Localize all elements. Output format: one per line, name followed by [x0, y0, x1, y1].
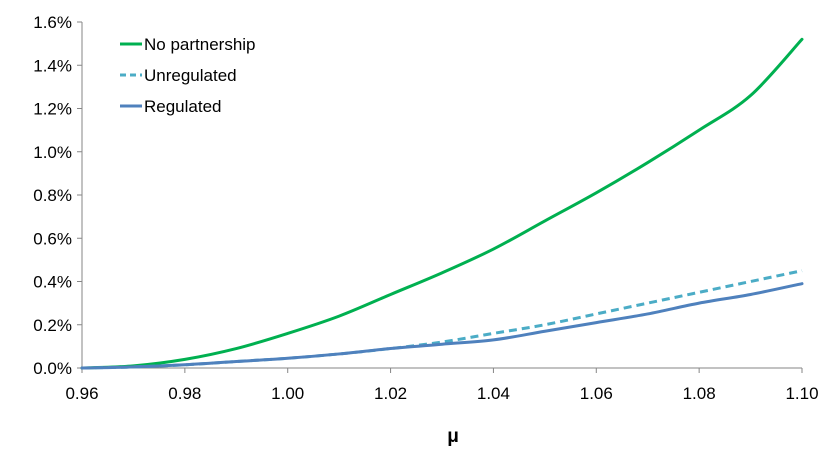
x-tick-label: 1.06 — [580, 384, 613, 403]
x-tick-label: 1.10 — [785, 384, 818, 403]
series-line-no-partnership — [80, 37, 804, 370]
x-tick-label: 0.98 — [168, 384, 201, 403]
y-tick-label: 0.6% — [33, 229, 72, 248]
y-tick-label: 0.0% — [33, 359, 72, 378]
y-tick-label: 0.4% — [33, 273, 72, 292]
series-line-unregulated — [81, 269, 803, 370]
y-tick-label: 1.6% — [33, 13, 72, 32]
legend-label-regulated: Regulated — [144, 97, 222, 116]
y-tick-labels: 0.0% 0.2% 0.4% 0.6% 0.8% 1.0% 1.2% 1.4% 1.6% — [33, 13, 72, 378]
series-layer — [80, 37, 804, 370]
y-tick-label: 0.8% — [33, 186, 72, 205]
x-tick-label: 1.00 — [271, 384, 304, 403]
x-tick-labels: 0.96 0.98 1.00 1.02 1.04 1.06 1.08 1.10 — [65, 384, 818, 403]
x-axis-title: μ — [447, 426, 459, 447]
legend-label-unregulated: Unregulated — [144, 66, 237, 85]
y-tick-label: 1.2% — [33, 100, 72, 119]
y-tick-label: 1.4% — [33, 56, 72, 75]
x-tick-label: 1.04 — [477, 384, 510, 403]
legend: No partnership Unregulated Regulated — [120, 35, 256, 116]
legend-label-no-partnership: No partnership — [144, 35, 256, 54]
x-tick-label: 0.96 — [65, 384, 98, 403]
series-line-regulated — [80, 282, 804, 370]
y-tick-label: 0.2% — [33, 316, 72, 335]
x-tick-label: 1.08 — [683, 384, 716, 403]
x-tick-label: 1.02 — [374, 384, 407, 403]
y-tick-label: 1.0% — [33, 143, 72, 162]
